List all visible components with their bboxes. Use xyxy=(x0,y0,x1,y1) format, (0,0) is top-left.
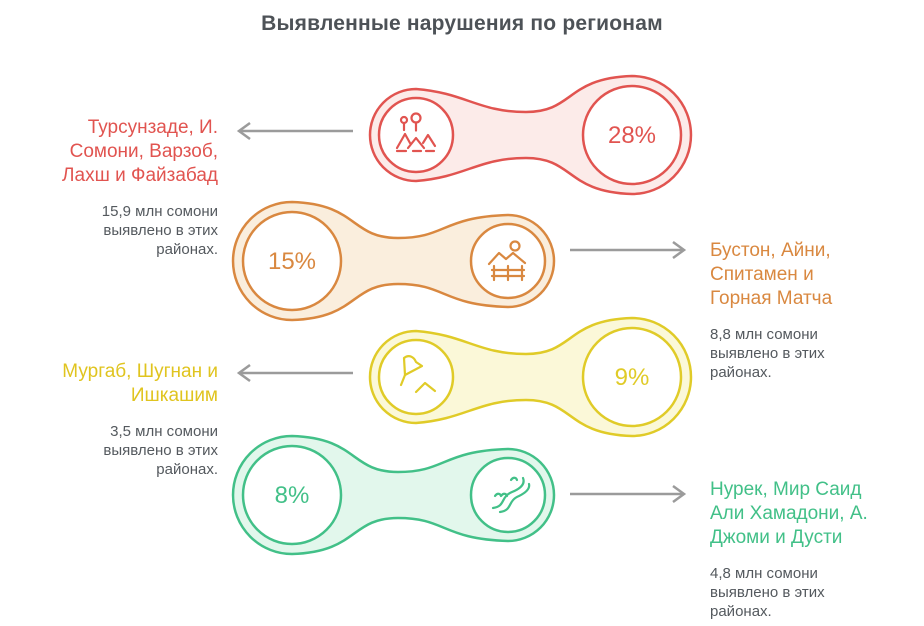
region-block-green: Нурек, Мир Саид Али Хамадони, А. Джоми и… xyxy=(710,478,885,621)
dumbbell-orange: 15% xyxy=(231,200,556,322)
svg-text:9%: 9% xyxy=(615,364,650,391)
dumbbell-red: 28% xyxy=(368,74,693,196)
region-block-orange: Бустон, Айни, Спитамен и Горная Матча 8,… xyxy=(710,239,870,382)
region-block-yellow: Мургаб, Шугнан и Ишкашим 3,5 млн сомони … xyxy=(48,360,218,479)
region-label-yellow: Мургаб, Шугнан и Ишкашим xyxy=(62,361,218,406)
region-label-orange: Бустон, Айни, Спитамен и Горная Матча xyxy=(710,240,833,309)
region-label-red: Турсунзаде, И. Сомони, Варзоб, Лахш и Фа… xyxy=(62,117,218,186)
region-label-green: Нурек, Мир Саид Али Хамадони, А. Джоми и… xyxy=(710,479,868,548)
svg-text:28%: 28% xyxy=(608,122,656,149)
arrow-left-red xyxy=(236,121,353,141)
svg-text:15%: 15% xyxy=(268,248,316,275)
region-block-red: Турсунзаде, И. Сомони, Варзоб, Лахш и Фа… xyxy=(58,116,218,259)
amount-note-yellow: 3,5 млн сомони выявлено в этих районах. xyxy=(103,423,218,478)
amount-note-red: 15,9 млн сомони выявлено в этих районах. xyxy=(101,203,218,258)
page-title: Выявленные нарушения по регионам xyxy=(261,12,663,35)
arrow-left-yellow xyxy=(236,363,353,383)
svg-text:8%: 8% xyxy=(275,482,310,509)
arrow-right-orange xyxy=(570,240,687,260)
arrow-right-green xyxy=(570,484,687,504)
dumbbell-green: 8% xyxy=(231,434,556,556)
amount-note-orange: 8,8 млн сомони выявлено в этих районах. xyxy=(710,326,825,381)
amount-note-green: 4,8 млн сомони выявлено в этих районах. xyxy=(710,565,825,620)
dumbbell-yellow: 9% xyxy=(368,316,693,438)
